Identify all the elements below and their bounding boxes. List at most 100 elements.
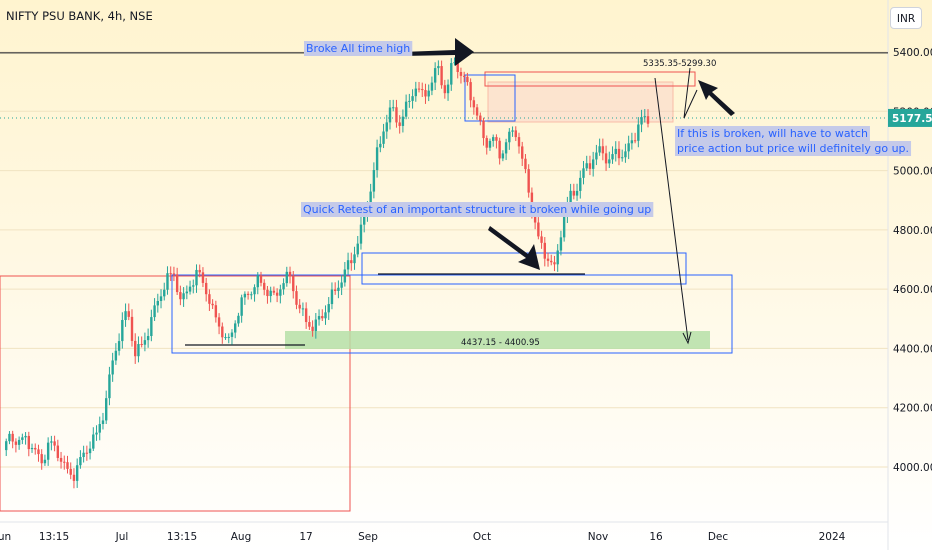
candle-body xyxy=(598,146,601,153)
candle-body xyxy=(485,138,488,148)
candle-body xyxy=(369,191,372,209)
y-tick-label: 4200.00 xyxy=(893,403,932,415)
zone-high-label: 5335.35-5299.30 xyxy=(643,59,716,69)
candle-body xyxy=(446,84,450,94)
chart-title[interactable]: NIFTY PSU BANK, 4h, NSE xyxy=(6,9,153,23)
candle-body xyxy=(588,163,592,169)
candle-body xyxy=(421,89,424,91)
candle-body xyxy=(617,148,621,159)
note-line-2: price action but price will definitely g… xyxy=(677,142,909,155)
candle-body xyxy=(17,439,21,445)
currency-button[interactable]: INR xyxy=(890,7,922,29)
candle-body xyxy=(379,143,382,148)
candle-body xyxy=(130,316,134,341)
candle-body xyxy=(75,465,79,481)
candle-body xyxy=(185,291,189,294)
candle-body xyxy=(188,286,192,292)
candle-body xyxy=(269,290,272,297)
candle-body xyxy=(159,296,163,302)
candle-body xyxy=(295,291,298,305)
candle-body xyxy=(114,350,118,361)
candle-body xyxy=(530,192,534,211)
candle-body xyxy=(266,289,269,297)
candle-body xyxy=(221,326,224,338)
candle-body xyxy=(559,237,563,251)
candle-body xyxy=(21,437,24,440)
candle-body xyxy=(153,305,156,318)
candle-body xyxy=(450,63,453,85)
candle-body xyxy=(179,292,182,300)
y-tick-label: 4400.00 xyxy=(893,343,932,355)
candle-body xyxy=(121,319,124,342)
candle-body xyxy=(92,434,95,449)
candle-body xyxy=(279,289,282,296)
projection-arrowhead xyxy=(682,331,692,345)
candle-body xyxy=(621,157,624,159)
candle-body xyxy=(469,82,472,101)
candle-body xyxy=(627,143,630,152)
candle-body xyxy=(356,243,359,255)
candle-body xyxy=(437,66,440,69)
retest-label: Quick Retest of an important structure i… xyxy=(303,203,651,216)
x-tick-label: Oct xyxy=(473,531,491,543)
candle-body xyxy=(237,315,240,324)
candle-body xyxy=(143,340,147,345)
candle-body xyxy=(79,457,82,466)
x-tick-label: Aug xyxy=(231,531,252,543)
blue-retest-box xyxy=(361,252,687,285)
candle-body xyxy=(108,374,111,399)
candle-body xyxy=(85,452,89,454)
candle-body xyxy=(11,433,14,442)
candle-body xyxy=(217,317,221,327)
x-tick-label: Dec xyxy=(708,531,729,543)
candle-body xyxy=(330,289,334,305)
candle-body xyxy=(433,68,437,83)
candle-body xyxy=(524,158,527,170)
candle-body xyxy=(459,71,463,76)
candle-body xyxy=(443,85,447,94)
candle-body xyxy=(56,445,60,458)
candle-body xyxy=(214,305,218,318)
candle-body xyxy=(624,151,627,158)
candle-body xyxy=(101,420,105,425)
candle-body xyxy=(582,168,585,178)
candle-body xyxy=(24,435,27,438)
candle-body xyxy=(427,90,430,97)
ath-arrow xyxy=(402,38,474,66)
candle-body xyxy=(430,82,434,91)
candle-body xyxy=(601,146,605,154)
candle-body xyxy=(5,441,8,451)
candle-body xyxy=(95,432,98,435)
candle-body xyxy=(285,271,288,284)
candle-body xyxy=(353,254,356,264)
candle-body xyxy=(88,448,92,454)
candle-body xyxy=(456,62,459,72)
candle-body xyxy=(553,262,556,265)
candle-body xyxy=(69,468,72,475)
candle-body xyxy=(272,290,276,293)
candle-body xyxy=(398,122,401,126)
candle-body xyxy=(124,311,127,320)
candle-body xyxy=(308,322,311,327)
retest-arrow xyxy=(488,226,540,270)
x-tick-label: Nov xyxy=(588,531,609,543)
candle-body xyxy=(404,101,408,117)
x-tick-label: 2024 xyxy=(819,531,846,543)
zone-low-label: 4437.15 - 4400.95 xyxy=(461,338,540,348)
note-line-2-bg xyxy=(675,141,912,156)
candle-body xyxy=(517,137,521,147)
candle-body xyxy=(501,153,505,159)
candle-body xyxy=(324,312,327,319)
x-tick-label: 17 xyxy=(299,531,312,543)
x-tick-label: 16 xyxy=(649,531,663,543)
candle-body xyxy=(591,159,595,169)
candle-body xyxy=(604,153,608,164)
candle-body xyxy=(134,340,137,357)
candle-body xyxy=(292,276,295,292)
candle-body xyxy=(246,293,250,295)
y-tick-label: 4600.00 xyxy=(893,284,932,296)
candle-body xyxy=(327,304,330,313)
last-price-label: 5177.55 xyxy=(892,113,932,125)
